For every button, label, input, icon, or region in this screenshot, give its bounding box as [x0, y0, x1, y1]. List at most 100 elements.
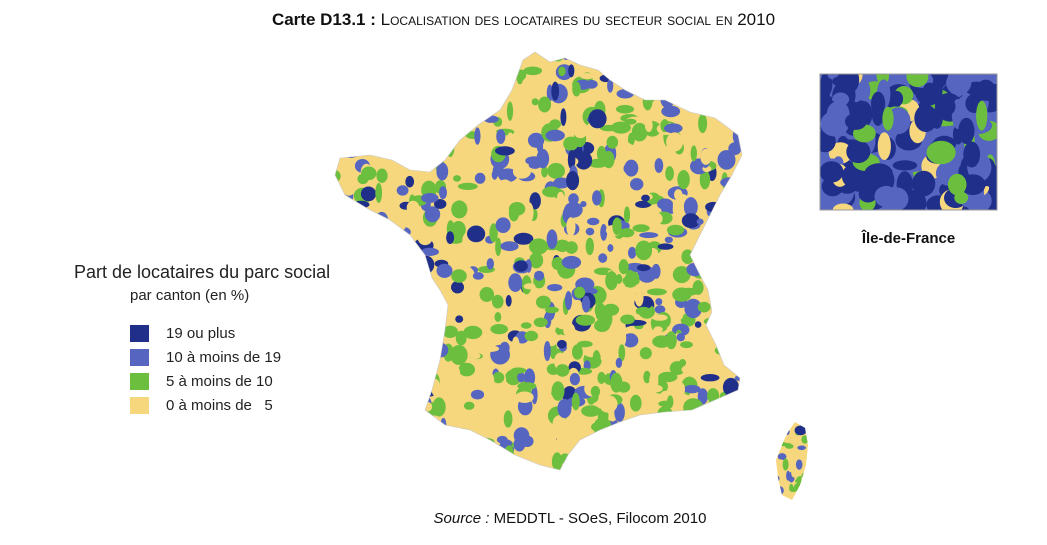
canton-patch: [414, 54, 422, 62]
canton-patch: [575, 151, 593, 170]
canton-patch: [443, 301, 459, 309]
canton-patch: [557, 191, 565, 204]
canton-patch: [658, 400, 674, 407]
canton-patch: [346, 386, 357, 404]
canton-patch: [577, 340, 593, 348]
canton-patch: [510, 367, 527, 374]
canton-patch: [336, 434, 351, 449]
canton-patch: [669, 63, 679, 73]
canton-patch: [531, 98, 539, 106]
canton-patch: [545, 53, 560, 60]
canton-patch: [512, 164, 531, 179]
canton-patch: [627, 461, 648, 470]
canton-patch: [489, 223, 498, 243]
canton-patch: [923, 82, 936, 96]
canton-patch: [354, 461, 371, 470]
canton-patch: [360, 135, 380, 151]
canton-patch: [536, 140, 544, 153]
canton-patch: [423, 343, 440, 354]
canton-patch: [696, 352, 710, 363]
canton-patch: [404, 376, 415, 387]
canton-patch: [338, 77, 355, 90]
canton-patch: [683, 197, 698, 217]
canton-patch: [491, 169, 498, 180]
canton-patch: [567, 454, 578, 470]
canton-patch: [723, 57, 736, 71]
canton-patch: [686, 452, 700, 465]
canton-patch: [648, 384, 663, 393]
canton-patch: [557, 398, 572, 419]
canton-patch: [432, 138, 443, 150]
canton-patch: [727, 62, 742, 72]
canton-patch: [472, 60, 484, 70]
canton-patch: [393, 400, 410, 420]
canton-patch: [690, 145, 697, 162]
canton-patch: [409, 156, 425, 170]
canton-patch: [634, 449, 646, 469]
canton-patch: [478, 465, 489, 470]
canton-patch: [353, 301, 374, 320]
canton-patch: [518, 461, 533, 470]
canton-patch: [729, 328, 742, 343]
canton-patch: [717, 235, 724, 246]
canton-patch: [335, 440, 345, 456]
canton-patch: [585, 227, 595, 236]
legend-item: 19 ou plus: [130, 321, 330, 345]
canton-patch: [470, 352, 481, 360]
canton-patch: [666, 453, 678, 468]
canton-patch: [360, 403, 376, 417]
canton-patch: [740, 333, 742, 348]
canton-patch: [572, 299, 582, 309]
canton-patch: [617, 329, 627, 348]
canton-patch: [408, 317, 417, 331]
canton-patch: [532, 111, 545, 124]
canton-patch: [354, 381, 370, 402]
canton-patch: [642, 92, 653, 111]
canton-patch: [363, 95, 377, 103]
canton-patch: [634, 289, 644, 307]
canton-patch: [676, 306, 684, 320]
canton-patch: [703, 54, 722, 64]
canton-patch: [356, 283, 375, 300]
canton-patch: [491, 294, 504, 309]
canton-patch: [335, 221, 337, 231]
canton-patch: [568, 193, 579, 205]
canton-patch: [376, 248, 383, 268]
canton-patch: [694, 72, 709, 92]
canton-patch: [420, 247, 439, 256]
canton-patch: [436, 263, 453, 278]
canton-patch: [572, 52, 581, 64]
canton-patch: [946, 74, 972, 95]
canton-patch: [666, 224, 685, 236]
canton-patch: [470, 389, 485, 400]
canton-patch: [547, 284, 563, 292]
canton-patch: [801, 475, 808, 481]
canton-patch: [341, 396, 351, 404]
canton-patch: [657, 198, 673, 210]
canton-patch: [474, 172, 486, 184]
canton-patch: [373, 329, 386, 345]
canton-patch: [499, 52, 519, 67]
canton-patch: [472, 441, 491, 460]
canton-patch: [350, 264, 359, 274]
canton-patch: [976, 79, 996, 101]
canton-patch: [526, 414, 543, 423]
canton-patch: [388, 244, 401, 255]
canton-patch: [731, 463, 742, 470]
canton-patch: [614, 402, 625, 422]
canton-patch: [364, 431, 382, 447]
canton-patch: [735, 248, 742, 258]
canton-patch: [877, 132, 891, 161]
canton-patch: [679, 287, 698, 296]
canton-patch: [722, 58, 742, 67]
canton-patch: [361, 52, 374, 67]
canton-patch: [611, 66, 628, 80]
canton-patch: [446, 231, 455, 245]
canton-patch: [353, 408, 360, 420]
canton-patch: [597, 371, 606, 384]
canton-patch: [461, 57, 480, 71]
canton-patch: [335, 428, 338, 447]
canton-patch: [395, 420, 412, 430]
canton-patch: [441, 125, 455, 143]
canton-patch: [365, 105, 386, 115]
